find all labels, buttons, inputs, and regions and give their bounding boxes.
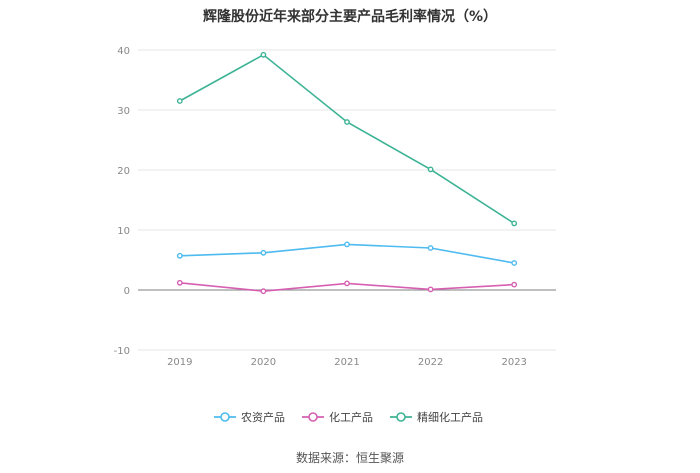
data-point-s1-2023 [511,260,518,266]
data-point-s1-2021 [344,241,350,248]
legend-marker-2 [308,412,318,422]
y-tick-label--10: -10 [114,346,130,357]
data-point-s1-2020 [260,249,267,256]
data-point-s2-2021 [344,280,350,287]
data-point-s1-2019 [176,252,183,259]
data-point-s2-2022 [427,286,434,293]
data-point-s3-2020 [260,51,267,58]
legend: 农资产品 化工产品 精细化工产品 [214,410,483,424]
data-point-s3-2019 [176,98,183,104]
x-tick-label-2019: 2019 [167,357,192,368]
data-point-s3-2022 [427,166,434,173]
data-point-s2-2019 [176,279,183,286]
axes: -10 0 10 20 30 40 2019 2020 2021 2022 2023 [114,46,556,368]
data-point-s2-2020 [260,288,267,295]
y-tick-label-40: 40 [117,46,130,57]
legend-label-3: 精细化工产品 [417,410,483,424]
legend-item-3[interactable]: 精细化工产品 [389,410,483,424]
y-tick-label-20: 20 [117,166,130,177]
legend-marker-1 [220,412,230,422]
y-tick-label-10: 10 [117,226,130,237]
legend-item-1[interactable]: 农资产品 [214,410,285,424]
series-lines [176,51,518,295]
x-tick-label-2020: 2020 [251,357,276,368]
legend-label-1: 农资产品 [241,410,285,424]
legend-item-2[interactable]: 化工产品 [302,410,373,424]
legend-marker-3 [396,412,406,422]
x-tick-label-2021: 2021 [334,357,359,368]
grid-lines [138,49,556,351]
data-point-s1-2022 [427,245,434,251]
data-point-s3-2021 [344,119,350,125]
chart-title: 辉隆股份近年来部分主要产品毛利率情况（%） [202,9,498,25]
data-point-s2-2023 [511,281,518,288]
x-tick-label-2022: 2022 [418,357,443,368]
x-tick-label-2023: 2023 [501,357,526,368]
data-source: 数据来源：恒生聚源 [295,451,404,465]
y-tick-label-0: 0 [124,286,130,297]
y-tick-label-30: 30 [117,106,130,117]
series-line-3 [179,53,515,225]
legend-label-2: 化工产品 [329,410,373,424]
data-point-s3-2023 [511,220,518,227]
